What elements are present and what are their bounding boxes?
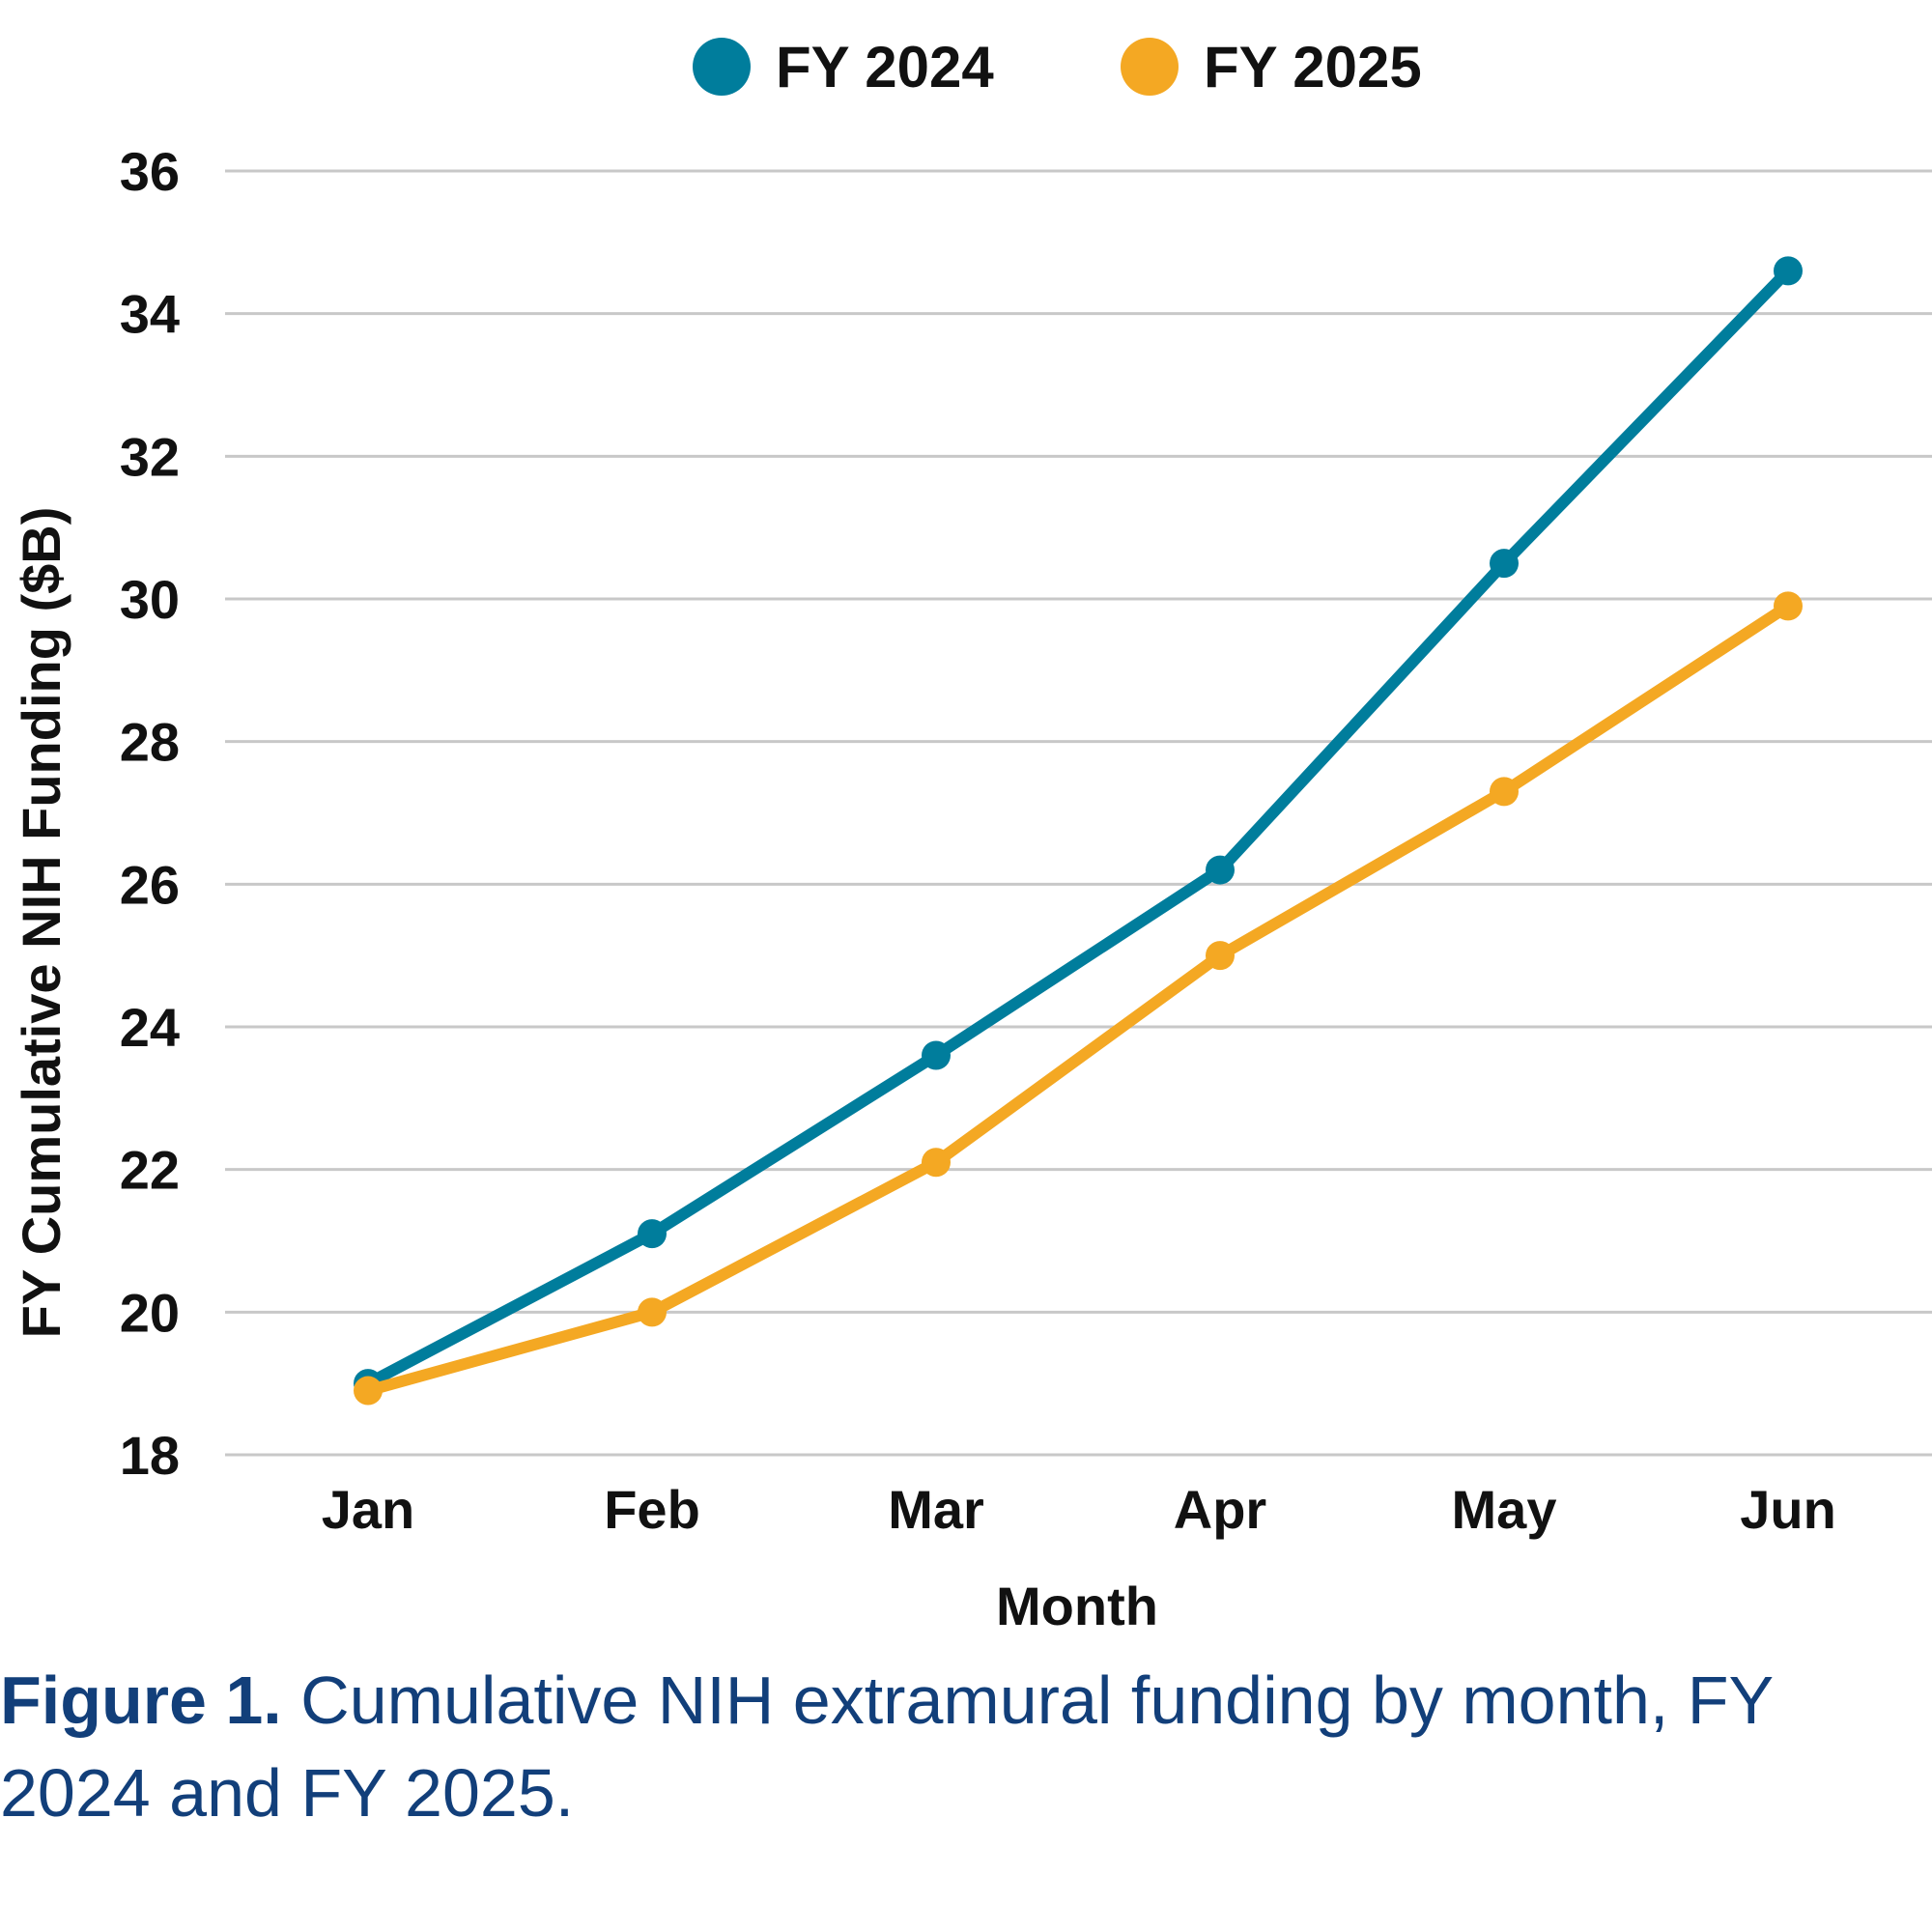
y-axis-title: FY Cumulative NIH Funding ($B) — [11, 507, 71, 1339]
legend-marker-fy-2025 — [1121, 38, 1179, 96]
y-tick-label-26: 26 — [120, 854, 180, 915]
series-line-fy-2024 — [362, 265, 1794, 1390]
data-point-fy-2024-may — [1490, 549, 1519, 579]
data-point-fy-2025-may — [1490, 777, 1519, 807]
x-axis-title: Month — [996, 1576, 1158, 1636]
x-tick-label-may: May — [1452, 1479, 1557, 1540]
legend-marker-fy-2024 — [693, 38, 751, 96]
series-line-fy-2025 — [362, 600, 1794, 1397]
chart-legend: FY 2024 FY 2025 — [693, 35, 1422, 99]
legend-label-fy-2025: FY 2025 — [1204, 35, 1422, 99]
x-tick-label-jun: Jun — [1740, 1479, 1836, 1540]
data-point-fy-2025-feb — [638, 1297, 667, 1327]
y-tick-label-28: 28 — [120, 712, 180, 773]
data-point-fy-2025-mar — [922, 1148, 951, 1178]
y-tick-label-34: 34 — [120, 284, 180, 345]
x-tick-label-mar: Mar — [888, 1479, 984, 1540]
x-tick-label-feb: Feb — [604, 1479, 700, 1540]
y-tick-label-20: 20 — [120, 1282, 180, 1343]
data-point-fy-2024-feb — [638, 1219, 667, 1249]
data-point-fy-2024-apr — [1206, 855, 1235, 885]
x-axis-ticks: Jan Feb Mar Apr May Jun — [322, 1479, 1836, 1540]
data-point-fy-2025-apr — [1206, 941, 1235, 971]
legend-label-fy-2024: FY 2024 — [776, 35, 994, 99]
data-point-fy-2025-jan — [354, 1376, 383, 1406]
x-tick-label-apr: Apr — [1174, 1479, 1266, 1540]
x-tick-label-jan: Jan — [322, 1479, 415, 1540]
y-tick-label-18: 18 — [120, 1425, 180, 1486]
y-tick-label-30: 30 — [120, 569, 180, 630]
figure-caption-text: Cumulative NIH extramural funding by mon… — [0, 1662, 1773, 1831]
data-point-fy-2024-mar — [922, 1040, 951, 1070]
series-lines — [354, 256, 1803, 1406]
y-tick-label-24: 24 — [120, 997, 180, 1058]
figure-caption: Figure 1. Cumulative NIH extramural fund… — [0, 1654, 1922, 1839]
y-tick-label-32: 32 — [120, 426, 180, 487]
figure-label: Figure 1. — [0, 1662, 282, 1738]
y-tick-label-36: 36 — [120, 141, 180, 202]
y-tick-label-22: 22 — [120, 1140, 180, 1201]
data-point-fy-2024-jun — [1774, 256, 1803, 286]
gridlines — [225, 169, 1932, 1457]
y-axis-ticks: 18 20 22 24 26 28 30 32 34 36 — [120, 141, 180, 1486]
data-point-fy-2025-jun — [1774, 591, 1803, 621]
